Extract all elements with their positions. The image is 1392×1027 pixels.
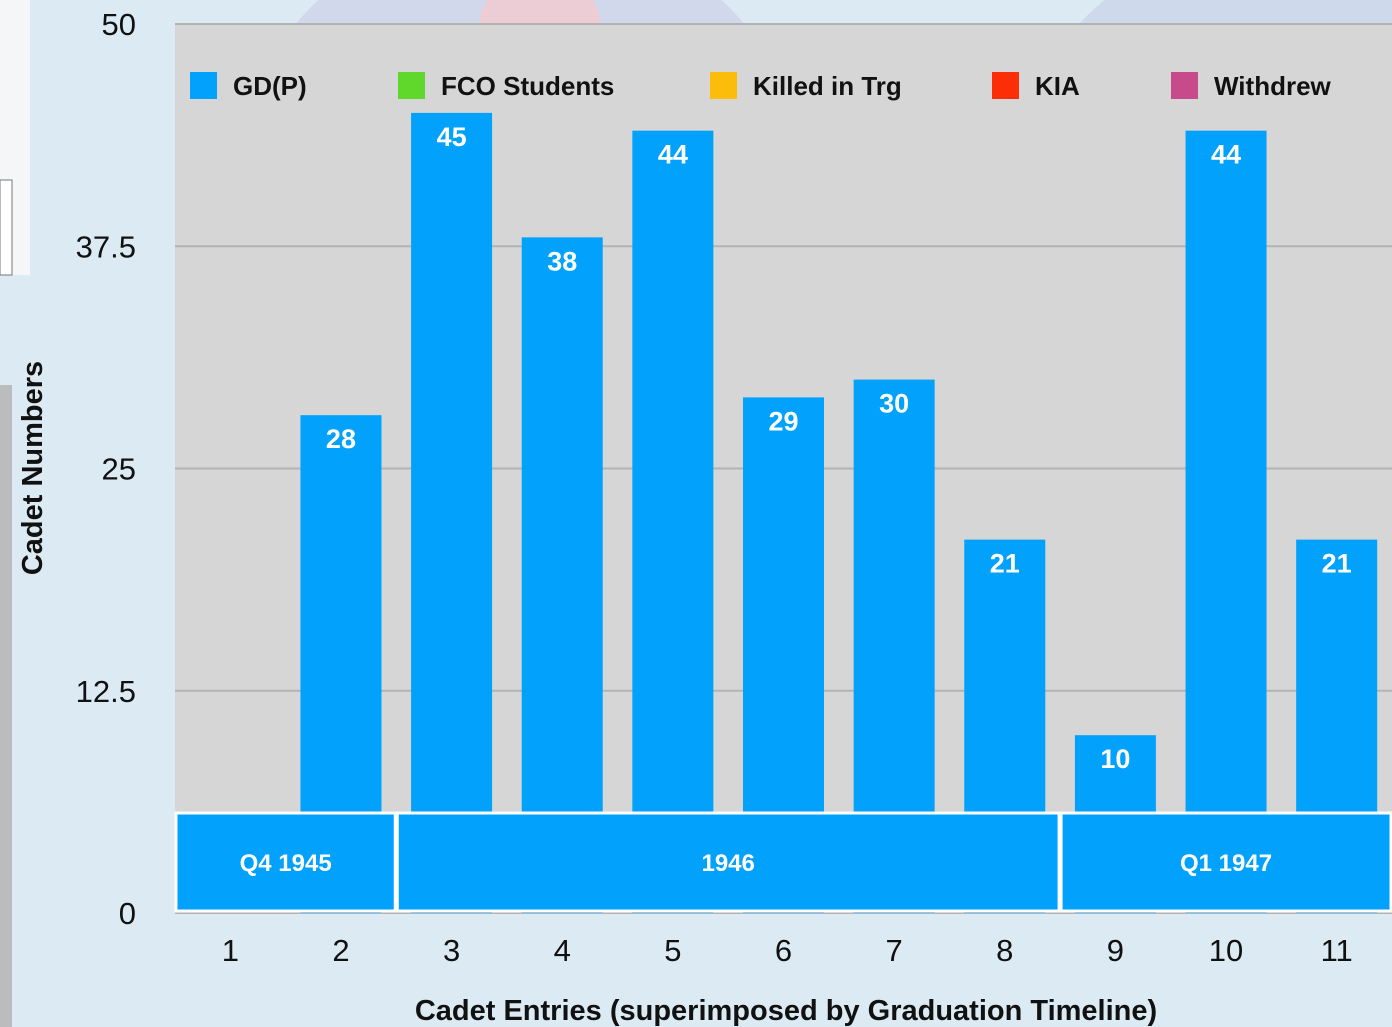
x-tick-label: 8 bbox=[996, 933, 1013, 968]
y-tick-label: 12.5 bbox=[76, 674, 136, 709]
legend-swatch bbox=[710, 72, 737, 99]
x-axis-title: Cadet Entries (superimposed by Graduatio… bbox=[415, 995, 1157, 1027]
x-tick-label: 9 bbox=[1107, 933, 1124, 968]
bar-value-label: 29 bbox=[768, 406, 798, 436]
bar-value-label: 21 bbox=[1322, 549, 1352, 579]
legend-swatch bbox=[398, 72, 425, 99]
timeline-band bbox=[395, 811, 1061, 913]
legend-label: KIA bbox=[1035, 71, 1080, 101]
legend-swatch bbox=[1171, 72, 1198, 99]
y-tick-label: 25 bbox=[102, 452, 136, 487]
x-axis-ticks: 1 2 3 4 5 6 7 8 9 10 11 bbox=[222, 933, 1353, 968]
bar-value-label: 30 bbox=[879, 389, 909, 419]
x-tick-label: 4 bbox=[554, 933, 571, 968]
timeline-band bbox=[1059, 811, 1392, 913]
legend-swatch bbox=[190, 72, 217, 99]
bar-value-label: 21 bbox=[990, 549, 1020, 579]
x-tick-label: 6 bbox=[775, 933, 792, 968]
bar bbox=[521, 237, 603, 914]
bar bbox=[411, 112, 493, 913]
timeline-band-label: Q1 1947 bbox=[1180, 850, 1272, 877]
legend: GD(P) FCO Students Killed in Trg KIA Withdre… bbox=[190, 71, 1332, 101]
y-axis-ticks: 0 12.5 25 37.5 50 bbox=[76, 7, 136, 931]
bar-value-label: 44 bbox=[1211, 140, 1241, 170]
y-tick-label: 50 bbox=[102, 7, 136, 42]
bar-value-label: 10 bbox=[1100, 744, 1130, 774]
bar-value-label: 45 bbox=[437, 122, 467, 152]
y-tick-label: 0 bbox=[119, 896, 136, 931]
timeline-band-label: Q4 1945 bbox=[240, 850, 332, 877]
legend-label: GD(P) bbox=[233, 71, 307, 101]
bar-value-label: 28 bbox=[326, 424, 356, 454]
bar-value-label: 38 bbox=[547, 246, 577, 276]
x-tick-label: 3 bbox=[443, 933, 460, 968]
x-tick-label: 2 bbox=[332, 933, 349, 968]
x-tick-label: 11 bbox=[1321, 933, 1353, 968]
x-tick-label: 5 bbox=[664, 933, 681, 968]
bar bbox=[1185, 130, 1267, 913]
timeline-band-label: 1946 bbox=[701, 850, 754, 877]
bar-value-label: 44 bbox=[658, 140, 688, 170]
legend-label: Killed in Trg bbox=[753, 71, 902, 101]
legend-swatch bbox=[992, 72, 1019, 99]
y-axis-title: Cadet Numbers bbox=[17, 361, 49, 575]
timeline-band bbox=[174, 811, 397, 913]
x-tick-label: 7 bbox=[886, 933, 903, 968]
y-tick-label: 37.5 bbox=[76, 229, 136, 264]
bar bbox=[632, 130, 714, 913]
legend-label: Withdrew bbox=[1214, 71, 1332, 101]
x-tick-label: 10 bbox=[1209, 933, 1243, 968]
timeline-bands: Q4 1945 1946 Q1 1947 bbox=[174, 811, 1392, 913]
x-tick-label: 1 bbox=[222, 933, 239, 968]
legend-label: FCO Students bbox=[441, 71, 614, 101]
